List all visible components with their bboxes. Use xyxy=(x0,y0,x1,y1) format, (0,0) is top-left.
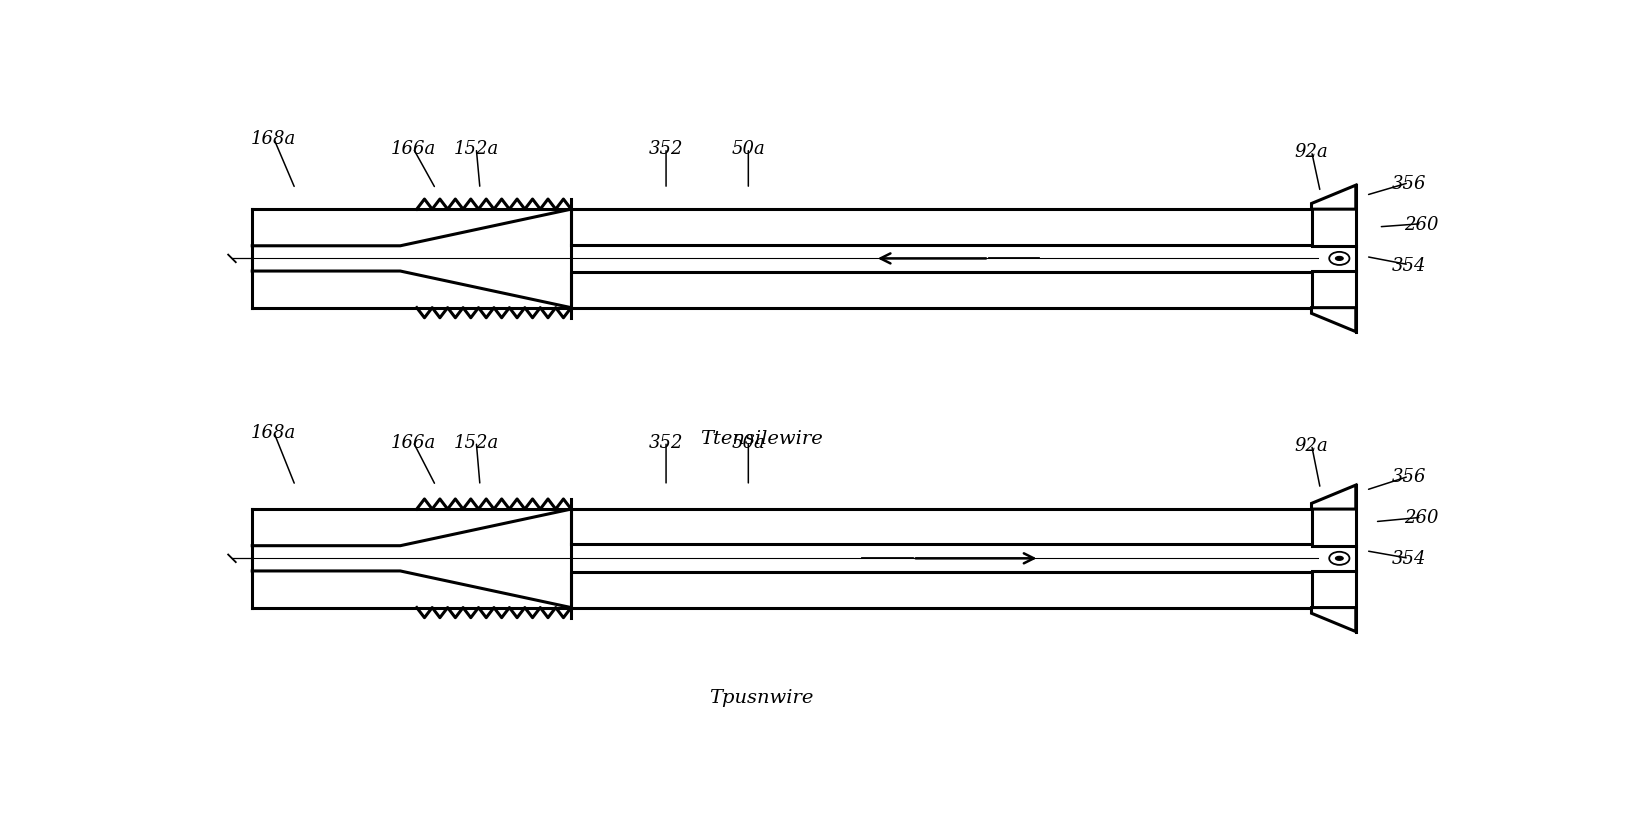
Polygon shape xyxy=(251,273,571,308)
Text: 356: 356 xyxy=(1390,174,1425,192)
Text: 50a: 50a xyxy=(731,140,765,158)
Text: 92a: 92a xyxy=(1294,437,1327,454)
Polygon shape xyxy=(1310,486,1355,509)
Text: 152a: 152a xyxy=(454,140,498,158)
Text: 356: 356 xyxy=(1390,468,1425,486)
Text: Tpusnwire: Tpusnwire xyxy=(708,689,813,706)
Polygon shape xyxy=(1310,608,1355,631)
Text: 166a: 166a xyxy=(390,140,436,158)
Polygon shape xyxy=(251,210,571,245)
Bar xyxy=(571,509,1310,545)
Bar xyxy=(571,572,1310,608)
Bar xyxy=(571,210,1310,245)
Ellipse shape xyxy=(1328,252,1348,265)
Circle shape xyxy=(1335,557,1343,560)
Text: 166a: 166a xyxy=(390,433,436,451)
Circle shape xyxy=(1335,257,1343,261)
Text: 92a: 92a xyxy=(1294,143,1327,161)
Text: 50a: 50a xyxy=(731,433,765,451)
Polygon shape xyxy=(251,572,571,608)
Text: 168a: 168a xyxy=(251,130,295,148)
Text: 152a: 152a xyxy=(454,433,498,451)
Text: 354: 354 xyxy=(1390,256,1425,274)
Bar xyxy=(571,273,1310,308)
Text: 260: 260 xyxy=(1404,509,1438,527)
Text: 352: 352 xyxy=(648,140,682,158)
Text: 168a: 168a xyxy=(251,423,295,441)
Text: 352: 352 xyxy=(648,433,682,451)
Polygon shape xyxy=(1310,308,1355,333)
Text: 354: 354 xyxy=(1390,550,1425,568)
Polygon shape xyxy=(251,509,571,545)
Polygon shape xyxy=(1310,186,1355,210)
Text: Ttensilewire: Ttensilewire xyxy=(698,430,823,448)
Text: 260: 260 xyxy=(1404,215,1438,233)
Ellipse shape xyxy=(1328,552,1348,565)
